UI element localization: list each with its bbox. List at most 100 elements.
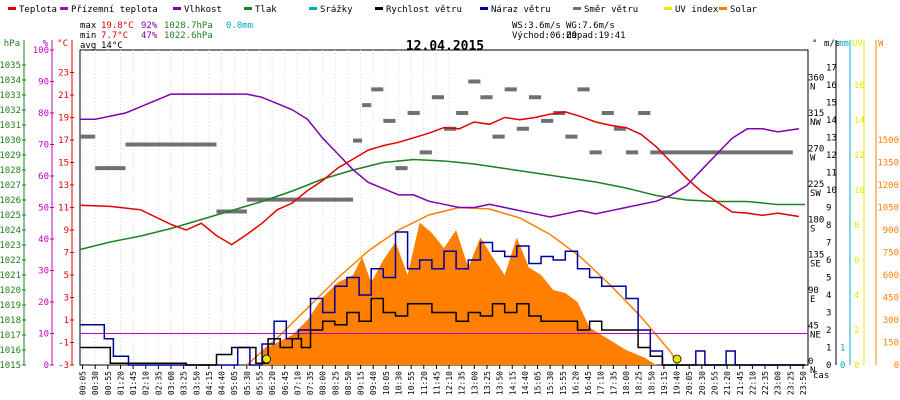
ms-tick-label: 15 [826, 99, 837, 109]
legend-label: Rychlost větru [386, 5, 462, 15]
x-tick-label: 15:55 [559, 371, 568, 395]
stat-label: max [80, 21, 97, 31]
right-axes: °0N45NE90E135SE180S225SW270W315NW360Nm/s… [808, 39, 899, 376]
celsius-tick-label: -1 [58, 339, 69, 349]
hpa-tick-label: 1018 [0, 316, 21, 326]
x-tick-label: 01:20 [116, 371, 125, 395]
x-tick-label: 08:25 [331, 371, 340, 395]
celsius-tick-label: 5 [64, 271, 69, 281]
watt-tick-label: 900 [883, 226, 899, 236]
direction-card-label: S [810, 224, 815, 234]
uv-tick-label: 10 [854, 186, 865, 196]
celsius-axis-unit: °C [57, 39, 68, 49]
x-tick-label: 06:45 [281, 371, 290, 395]
stats-block: max 19.8°C 92% 1028.7hPa 0.0mm min 7.7°C 47% 102… [80, 21, 626, 51]
stat-press: 1022.6hPa [164, 31, 213, 41]
hpa-tick-label: 1023 [0, 241, 21, 251]
legend-swatch [309, 7, 317, 10]
legend-swatch [480, 7, 488, 10]
percent-tick-label: 100 [33, 46, 49, 56]
legend-swatch [173, 7, 181, 10]
percent-tick-label: 30 [38, 267, 49, 277]
direction-card-label: N [810, 83, 815, 93]
legend-label: Vlhkost [184, 5, 222, 15]
uv-tick-label: 2 [854, 326, 859, 336]
uv-tick-label: 14 [854, 116, 865, 126]
x-tick-label: 04:40 [218, 371, 227, 395]
celsius-tick-label: -3 [58, 361, 69, 371]
ms-tick-label: 13 [826, 134, 837, 144]
x-tick-label: 18:50 [647, 371, 656, 395]
celsius-tick-label: 23 [58, 69, 69, 79]
hpa-tick-label: 1029 [0, 151, 21, 161]
percent-tick-label: 10 [38, 330, 49, 340]
x-axis-unit: čas [813, 370, 829, 381]
mm-tick-label: 0 [840, 361, 845, 371]
x-axis: 00:05 00:30 00:55 01:20 01:45 02:10 02:35 03:00… [79, 365, 829, 395]
mm-axis-unit: mm [838, 39, 849, 49]
uv-tick-label: 4 [854, 291, 859, 301]
ms-tick-label: 14 [826, 116, 837, 126]
hpa-tick-label: 1020 [0, 286, 21, 296]
stat-temp: 19.8°C [101, 21, 134, 31]
percent-tick-label: 50 [38, 204, 49, 214]
stat-sunset: Západ:19:41 [566, 31, 626, 41]
percent-tick-label: 70 [38, 141, 49, 151]
x-tick-label: 05:05 [230, 371, 239, 395]
legend-label: Srážky [320, 5, 353, 15]
legend-label: UV index [675, 5, 719, 15]
watt-tick-label: 1200 [877, 181, 899, 191]
direction-card-label: NE [810, 331, 821, 341]
x-tick-label: 22:10 [748, 371, 757, 395]
celsius-tick-label: 13 [58, 181, 69, 191]
x-tick-label: 12:10 [445, 371, 454, 395]
x-tick-label: 00:55 [104, 371, 113, 395]
wind-speed-line [80, 297, 805, 366]
legend-label: Teplota [19, 5, 57, 15]
stat-temp: 7.7°C [101, 31, 128, 41]
hpa-tick-label: 1022 [0, 256, 21, 266]
x-tick-label: 19:15 [660, 371, 669, 395]
watt-tick-label: 450 [883, 294, 899, 304]
celsius-tick-label: 11 [58, 204, 69, 214]
x-tick-label: 17:35 [609, 371, 618, 395]
x-tick-label: 22:35 [761, 371, 770, 395]
legend-label: Tlak [255, 5, 277, 15]
x-tick-label: 20:05 [685, 371, 694, 395]
hpa-tick-label: 1027 [0, 181, 21, 191]
uv-axis-unit: UV [852, 39, 863, 49]
direction-tick-label: 0 [808, 357, 813, 367]
ms-tick-label: 10 [826, 186, 837, 196]
plot-area [79, 79, 808, 366]
left-axes: hPa1015101610171018101910201021102210231… [0, 39, 74, 371]
stat-label: avg [80, 41, 96, 51]
x-tick-label: 15:05 [534, 371, 543, 395]
legend-label: Přízemní teplota [71, 5, 158, 15]
hpa-tick-label: 1032 [0, 106, 21, 116]
legend: Teplota Přízemní teplota Vlhkost Tlak Srážky… [8, 5, 758, 15]
x-tick-label: 14:15 [508, 371, 517, 395]
watt-tick-label: 150 [883, 339, 899, 349]
legend-swatch [60, 7, 68, 10]
hpa-tick-label: 1035 [0, 61, 21, 71]
x-tick-label: 13:50 [496, 371, 505, 395]
watt-tick-label: 300 [883, 316, 899, 326]
uv-tick-label: 16 [854, 81, 865, 91]
ms-tick-label: 9 [826, 204, 831, 214]
stat-temp: 14°C [101, 41, 123, 51]
x-tick-label: 07:10 [293, 371, 302, 395]
ms-tick-label: 2 [826, 326, 831, 336]
x-tick-label: 00:30 [91, 371, 100, 395]
x-tick-label: 10:55 [407, 371, 416, 395]
x-tick-label: 09:15 [357, 371, 366, 395]
legend-swatch [719, 7, 727, 10]
stat-rain: 0.0mm [226, 21, 253, 31]
celsius-tick-label: 1 [64, 316, 69, 326]
hpa-tick-label: 1019 [0, 301, 21, 311]
x-tick-label: 02:10 [142, 371, 151, 395]
direction-card-label: NW [810, 118, 821, 128]
x-tick-label: 06:20 [268, 371, 277, 395]
x-tick-label: 11:20 [420, 371, 429, 395]
stat-ws: WS:3.6m/s [512, 21, 561, 31]
x-tick-label: 11:45 [432, 371, 441, 395]
